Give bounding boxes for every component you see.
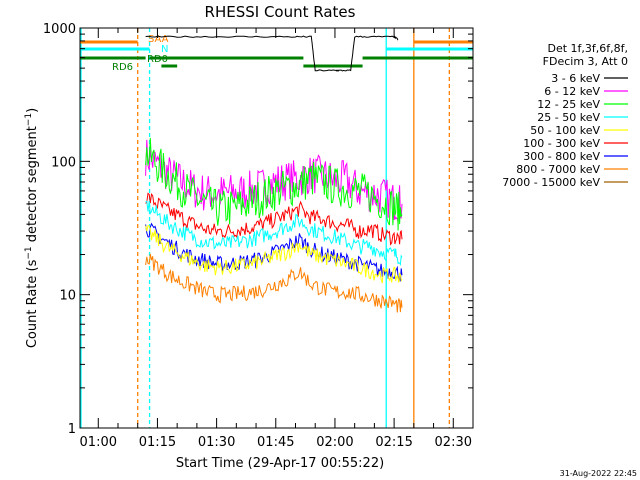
x-tick-label: 02:30 [435, 435, 472, 450]
series-line-1 [145, 137, 403, 231]
series-line-3 [145, 200, 403, 267]
y-tick-label: 1000 [43, 22, 76, 37]
legend-label: 12 - 25 keV [537, 98, 600, 111]
x-axis: 01:00 01:15 01:30 01:45 02:00 02:15 02:30 [80, 28, 472, 450]
y-axis-label: Count Rate (s−1 detector segment−1) [24, 108, 40, 348]
x-axis-label: Start Time (29-Apr-17 00:55:22) [176, 456, 384, 471]
x-tick-label: 01:45 [257, 435, 294, 450]
legend-header-line-1: Det 1f,3f,6f,8f, [547, 42, 628, 55]
rd6-label: RD6 [112, 62, 133, 73]
series-line-0 [145, 139, 403, 223]
legend-label: 50 - 100 keV [530, 124, 600, 137]
x-tick-label: 01:15 [139, 435, 176, 450]
plot-frame [79, 27, 474, 429]
legend-label: 6 - 12 keV [544, 85, 600, 98]
series-line-5 [145, 224, 403, 284]
saa-label: SAA [148, 34, 169, 45]
legend-label: 7000 - 15000 keV [502, 176, 600, 189]
series-line-7 [145, 35, 399, 73]
x-tick-label: 01:30 [198, 435, 235, 450]
series-line-4 [145, 222, 403, 282]
legend-label: 300 - 800 keV [523, 150, 600, 163]
timestamp: 31-Aug-2022 22:45 [560, 469, 637, 478]
legend-header-line-2: FDecim 3, Att 0 [543, 55, 628, 68]
y-tick-label: 100 [51, 155, 76, 170]
legend-label: 3 - 6 keV [551, 72, 600, 85]
y-tick-label: 1 [68, 422, 76, 437]
x-tick-label: 01:00 [80, 435, 117, 450]
series-line-6 [145, 253, 403, 313]
rd0-label: RD0 [147, 54, 168, 65]
y-tick-label: 10 [59, 289, 76, 304]
legend-label: 25 - 50 keV [537, 111, 600, 124]
legend-label: 800 - 7000 keV [516, 163, 600, 176]
x-tick-label: 02:15 [375, 435, 412, 450]
night-label: N [161, 44, 168, 55]
x-tick-label: 02:00 [316, 435, 353, 450]
legend: Det 1f,3f,6f,8f, FDecim 3, Att 0 3 - 6 k… [502, 42, 628, 189]
y-axis: 1 10 100 1000 [43, 22, 473, 437]
series-line-2 [145, 192, 403, 246]
legend-label: 100 - 300 keV [523, 137, 600, 150]
chart-title: RHESSI Count Rates [205, 3, 356, 21]
